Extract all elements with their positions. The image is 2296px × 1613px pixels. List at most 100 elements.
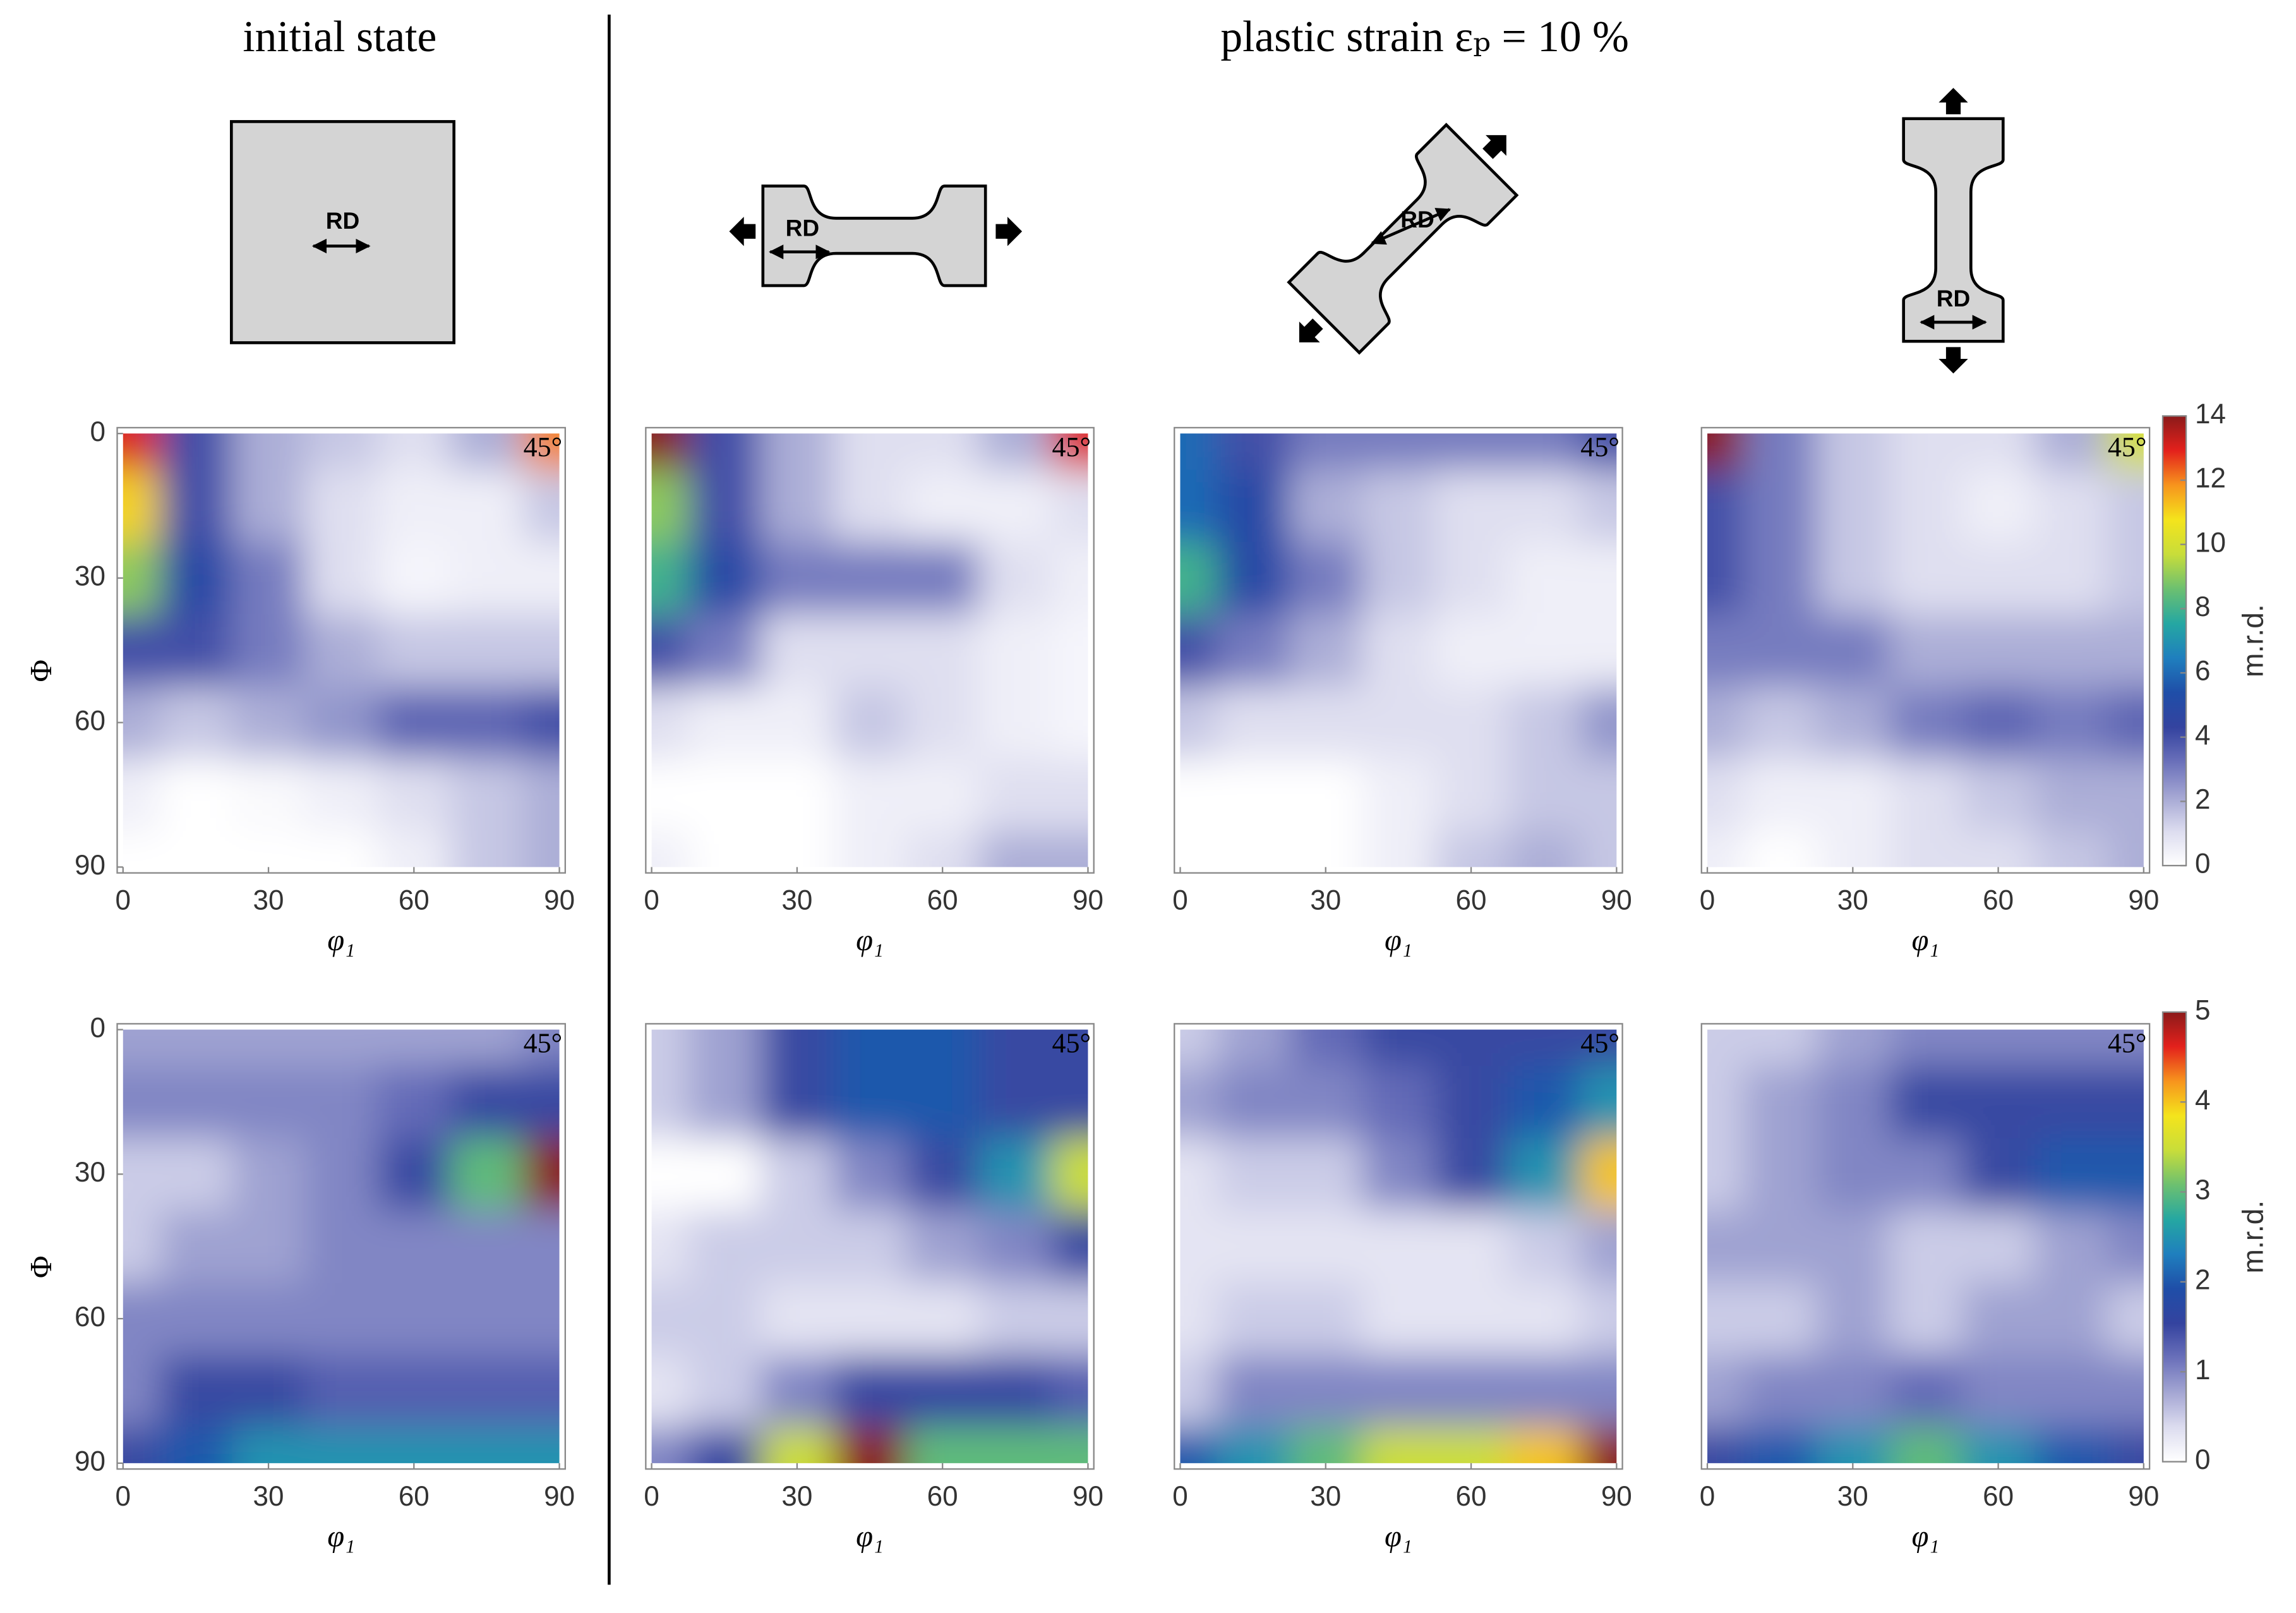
cell [978, 1355, 1053, 1428]
specimen-diagonal: RD [1289, 125, 1517, 353]
cell [304, 758, 378, 832]
y-axis-label: Φ [24, 660, 58, 682]
cell [1362, 1029, 1436, 1067]
x-axis-label: φ₁ [856, 923, 884, 957]
field [1707, 433, 2144, 867]
cell [1507, 1029, 1581, 1067]
cell [1707, 1355, 1745, 1428]
cell [123, 1138, 160, 1211]
cell [123, 469, 160, 543]
cell [304, 541, 378, 615]
cell [1180, 1029, 1218, 1067]
annotation: 45° [1580, 432, 1620, 462]
cell [1362, 1210, 1436, 1284]
cell [688, 1029, 762, 1067]
cell [1362, 541, 1436, 615]
cell [159, 831, 233, 867]
cell [1962, 1355, 2036, 1428]
x-tick-label: 90 [2128, 1481, 2159, 1512]
cell [1707, 1282, 1745, 1356]
cell [2107, 831, 2144, 867]
cell [1051, 1065, 1088, 1139]
cell [760, 1138, 834, 1211]
cell [304, 686, 378, 759]
cell [1962, 1282, 2036, 1356]
cell [1289, 469, 1363, 543]
cell [1180, 1210, 1218, 1284]
cell [2035, 1282, 2108, 1356]
y-tick-label: 30 [75, 561, 105, 592]
cell [1743, 758, 1817, 832]
cell [1707, 433, 1745, 471]
cell [833, 614, 907, 687]
colorbar-tick-label: 0 [2195, 1444, 2211, 1475]
colorbar-tick-label: 12 [2195, 463, 2226, 494]
cell [450, 831, 524, 867]
cell [1289, 614, 1363, 687]
cell [760, 1355, 834, 1428]
cell [688, 1138, 762, 1211]
contour-panel: 0 30 60 90 φ₁ 45° [1172, 1023, 1632, 1554]
cell [2035, 1210, 2108, 1284]
cell [377, 614, 452, 687]
cell [377, 1210, 452, 1284]
cell [688, 686, 762, 759]
cell [1217, 1355, 1290, 1428]
cell [1217, 614, 1290, 687]
cell [377, 469, 452, 543]
x-tick-label: 90 [1601, 1481, 1632, 1512]
cell [1507, 614, 1581, 687]
title: plastic strain εₚ = 10 % [1220, 13, 1629, 61]
cell [1889, 1427, 1963, 1463]
cell [760, 758, 834, 832]
field-clip [1707, 1029, 2144, 1463]
cell [1707, 614, 1745, 687]
cell [760, 1210, 834, 1284]
cell [1507, 1210, 1581, 1284]
cell [1507, 1355, 1581, 1428]
cell [1217, 1427, 1290, 1463]
y-axis-label: Φ [24, 1255, 58, 1278]
cell [978, 758, 1053, 832]
title: initial state [243, 13, 436, 61]
cell [1180, 831, 1218, 867]
cell [1707, 1138, 1745, 1211]
cell [1289, 1355, 1363, 1428]
cell [1289, 433, 1363, 471]
cell [1434, 1210, 1508, 1284]
cell [1743, 831, 1817, 867]
cell [833, 469, 907, 543]
cell [651, 1210, 689, 1284]
field [1707, 1029, 2144, 1463]
y-tick-label: 90 [75, 850, 105, 881]
cell [1580, 614, 1617, 687]
cell [450, 1210, 524, 1284]
cell [2035, 469, 2108, 543]
cell [304, 469, 378, 543]
axes-box [1700, 426, 2151, 874]
cell [232, 686, 306, 759]
cell [1889, 433, 1963, 471]
cell [1816, 1138, 1890, 1211]
cell [523, 831, 560, 867]
cell [304, 1210, 378, 1284]
cell [377, 433, 452, 471]
cell [1051, 614, 1088, 687]
cell [1743, 686, 1817, 759]
cell [304, 1029, 378, 1067]
cell [978, 1138, 1053, 1211]
field [123, 433, 560, 867]
colorbar-label: m.r.d. [2236, 604, 2269, 677]
cell [906, 1427, 980, 1463]
cell [1362, 831, 1436, 867]
cell [377, 1355, 452, 1428]
cell [906, 1282, 980, 1356]
cell [1580, 831, 1617, 867]
cell [651, 541, 689, 615]
cell [978, 1282, 1053, 1356]
cell [1816, 1029, 1890, 1067]
cell [232, 541, 306, 615]
cell [159, 614, 233, 687]
contour-panel: 0 30 60 90 φ₁ 45° 0 1 2 3 4 5 m.r.d. [1700, 994, 2269, 1553]
axes-box [1700, 1023, 2151, 1470]
